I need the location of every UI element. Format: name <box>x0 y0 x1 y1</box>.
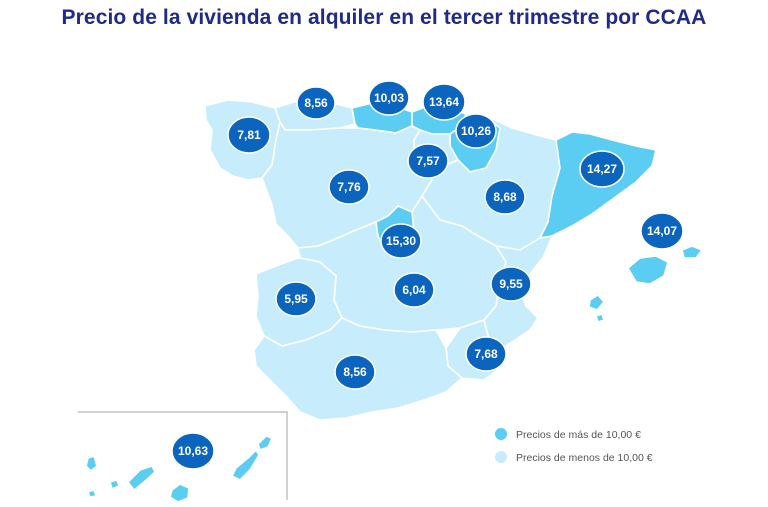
badge-castilla-la-mancha <box>393 272 435 308</box>
badge-pais-vasco <box>422 83 466 121</box>
badge-value-castilla-la-mancha: 6,04 <box>402 283 426 297</box>
badge-value-castilla-y-leon: 7,76 <box>337 180 361 194</box>
badge-castilla-y-leon <box>328 169 370 205</box>
legend-label-above: Precios de más de 10,00 € <box>516 429 641 441</box>
badge-value-baleares: 14,07 <box>647 224 677 238</box>
map-title: Precio de la vivienda en alquiler en el … <box>61 6 707 29</box>
legend-swatch-above <box>495 428 507 440</box>
badge-cantabria <box>368 80 410 116</box>
badge-aragon <box>484 179 526 215</box>
value-badges: 7,81 8,56 10,03 13,64 10,26 7,57 7,76 8,68 14,27… <box>171 80 684 470</box>
region-canarias-gran-canaria[interactable] <box>169 483 190 503</box>
region-canarias-tenerife[interactable] <box>127 465 156 491</box>
badge-value-extremadura: 5,95 <box>284 292 308 306</box>
badge-value-pais-vasco: 13,64 <box>429 95 459 109</box>
badge-value-cantabria: 10,03 <box>374 91 404 105</box>
badge-baleares <box>640 212 684 250</box>
badge-value-cataluna: 14,27 <box>587 162 617 176</box>
badge-value-murcia: 7,68 <box>474 347 498 361</box>
badge-madrid <box>380 223 422 259</box>
legend-label-below: Precios de menos de 10,00 € <box>516 452 653 464</box>
region-canarias-lanzarote[interactable] <box>257 435 273 451</box>
badge-value-madrid: 15,30 <box>386 234 416 248</box>
region-baleares-formentera[interactable] <box>595 313 605 323</box>
legend: Precios de más de 10,00 € Precios de men… <box>495 428 653 464</box>
badge-value-canarias: 10,63 <box>178 444 208 458</box>
badge-value-andalucia: 8,56 <box>343 365 367 379</box>
badge-value-navarra: 10,26 <box>461 124 491 138</box>
region-canarias-el-hierro[interactable] <box>87 489 97 498</box>
badge-galicia <box>227 116 271 154</box>
badge-navarra <box>455 113 497 149</box>
badge-la-rioja <box>407 143 449 179</box>
region-canarias-la-palma[interactable] <box>85 455 98 472</box>
region-baleares-ibiza[interactable] <box>588 294 605 311</box>
badge-value-galicia: 7,81 <box>237 128 261 142</box>
canarias-inset-frame <box>78 411 288 500</box>
region-canarias-fuerteventura[interactable] <box>231 449 260 481</box>
badge-murcia <box>465 336 507 372</box>
badge-value-asturias: 8,56 <box>304 96 328 110</box>
badge-canarias <box>171 432 215 470</box>
badge-asturias <box>296 86 336 120</box>
badge-value-comunidad-valenciana: 9,55 <box>499 277 523 291</box>
region-baleares-menorca[interactable] <box>681 245 703 259</box>
badge-comunidad-valenciana <box>490 266 532 302</box>
legend-swatch-below <box>495 451 507 463</box>
region-canarias-la-gomera[interactable] <box>109 479 120 490</box>
badge-cataluna <box>579 150 625 188</box>
badge-value-aragon: 8,68 <box>493 190 517 204</box>
badge-extremadura <box>275 281 317 317</box>
badge-andalucia <box>334 354 376 390</box>
badge-value-la-rioja: 7,57 <box>416 154 440 168</box>
region-baleares-mallorca[interactable] <box>627 255 669 285</box>
